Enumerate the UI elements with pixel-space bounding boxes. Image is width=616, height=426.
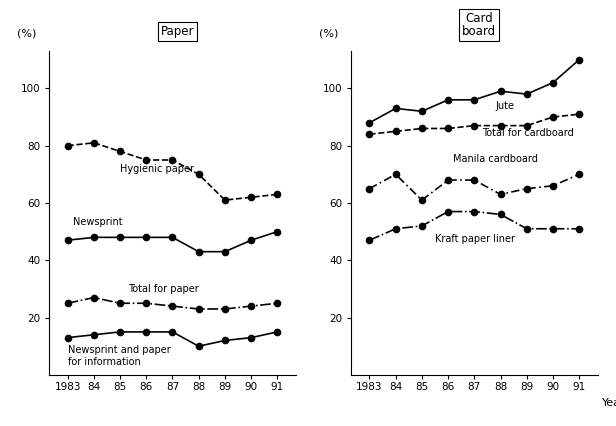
Text: Jute: Jute: [495, 101, 514, 111]
Text: Kraft paper liner: Kraft paper liner: [435, 234, 515, 244]
Text: Paper: Paper: [161, 25, 194, 38]
Text: Card
board: Card board: [462, 12, 496, 38]
Text: Hygienic paper: Hygienic paper: [120, 164, 194, 173]
Text: (%): (%): [319, 28, 338, 38]
Text: Newsprint: Newsprint: [73, 216, 123, 227]
Text: Total for paper: Total for paper: [128, 284, 199, 294]
Text: Manila cardboard: Manila cardboard: [453, 153, 538, 164]
Text: (%): (%): [17, 28, 36, 38]
Text: Total for cardboard: Total for cardboard: [482, 128, 574, 138]
Text: Year: Year: [602, 397, 616, 408]
Text: Newsprint and paper
for information: Newsprint and paper for information: [68, 345, 171, 368]
